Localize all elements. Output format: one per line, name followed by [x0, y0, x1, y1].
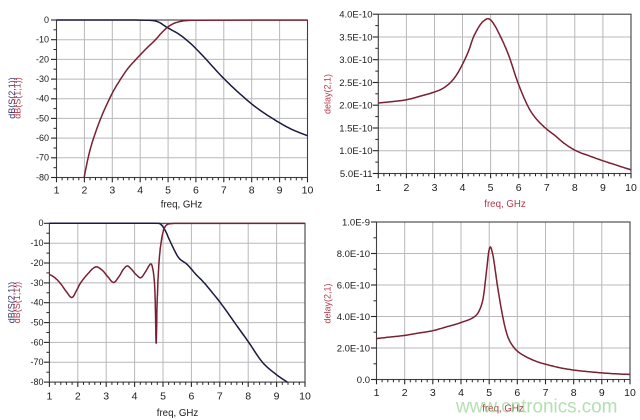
svg-text:-10: -10 — [36, 35, 49, 45]
svg-text:10: 10 — [299, 390, 311, 402]
svg-text:-40: -40 — [30, 298, 43, 308]
svg-text:-60: -60 — [30, 337, 43, 347]
svg-text:1: 1 — [46, 390, 52, 402]
svg-text:4: 4 — [458, 387, 464, 399]
svg-text:7: 7 — [543, 387, 549, 399]
svg-text:freq, GHz: freq, GHz — [484, 199, 526, 210]
svg-text:-20: -20 — [36, 54, 49, 64]
svg-text:2: 2 — [81, 185, 87, 197]
svg-text:3: 3 — [109, 185, 115, 197]
svg-text:10: 10 — [302, 185, 314, 197]
svg-text:6: 6 — [516, 182, 522, 194]
svg-text:dB(S(1,1)): dB(S(1,1)) — [12, 282, 22, 324]
svg-text:1.0E-9: 1.0E-9 — [342, 218, 370, 229]
svg-text:1.5E-10: 1.5E-10 — [339, 124, 372, 135]
svg-text:-30: -30 — [36, 74, 49, 84]
svg-text:8: 8 — [245, 390, 251, 402]
svg-text:2.0E-10: 2.0E-10 — [339, 101, 372, 112]
svg-text:2.0E-10: 2.0E-10 — [337, 344, 370, 355]
svg-text:5: 5 — [165, 185, 171, 197]
svg-text:-70: -70 — [36, 153, 49, 163]
svg-text:10: 10 — [624, 387, 636, 399]
svg-text:1: 1 — [374, 387, 380, 399]
svg-text:5: 5 — [160, 390, 166, 402]
svg-text:-30: -30 — [30, 278, 43, 288]
svg-text:2: 2 — [403, 182, 409, 194]
svg-text:dB(S(2,1)): dB(S(2,1)) — [7, 282, 17, 324]
svg-text:-50: -50 — [30, 317, 43, 327]
svg-text:freq, GHz: freq, GHz — [482, 403, 524, 414]
svg-text:8.0E-10: 8.0E-10 — [337, 249, 370, 260]
svg-text:freq, GHz: freq, GHz — [157, 408, 199, 419]
svg-text:1: 1 — [375, 182, 381, 194]
svg-text:4: 4 — [137, 185, 143, 197]
svg-text:9: 9 — [600, 182, 606, 194]
svg-text:2: 2 — [402, 387, 408, 399]
svg-text:www.cntronics.com: www.cntronics.com — [455, 397, 618, 418]
svg-text:dB(S(1,1)): dB(S(1,1)) — [12, 77, 22, 119]
svg-text:6: 6 — [514, 387, 520, 399]
svg-text:dB(S(2,1)): dB(S(2,1)) — [7, 77, 17, 119]
svg-text:-20: -20 — [30, 258, 43, 268]
svg-text:9: 9 — [277, 185, 283, 197]
svg-text:0.0: 0.0 — [357, 375, 370, 386]
svg-text:-40: -40 — [36, 94, 49, 104]
svg-text:-50: -50 — [36, 113, 49, 123]
svg-text:6: 6 — [188, 390, 194, 402]
svg-text:delay(2,1): delay(2,1) — [323, 74, 333, 114]
svg-text:-70: -70 — [30, 357, 43, 367]
svg-text:5: 5 — [488, 182, 494, 194]
svg-text:-80: -80 — [36, 172, 49, 182]
svg-text:0: 0 — [38, 218, 43, 228]
svg-text:3: 3 — [430, 387, 436, 399]
svg-text:1.0E-10: 1.0E-10 — [339, 146, 372, 157]
svg-text:7: 7 — [217, 390, 223, 402]
svg-text:8: 8 — [249, 185, 255, 197]
svg-text:3: 3 — [432, 182, 438, 194]
svg-text:5.0E-11: 5.0E-11 — [340, 169, 373, 180]
svg-text:6.0E-10: 6.0E-10 — [337, 281, 370, 292]
svg-text:3: 3 — [103, 390, 109, 402]
svg-text:9: 9 — [274, 390, 280, 402]
svg-text:9: 9 — [599, 387, 605, 399]
svg-text:1: 1 — [54, 185, 60, 197]
svg-text:-60: -60 — [36, 133, 49, 143]
svg-text:3.5E-10: 3.5E-10 — [339, 33, 372, 44]
svg-text:delay(2,1): delay(2,1) — [323, 283, 333, 323]
svg-text:10: 10 — [625, 182, 637, 194]
svg-text:4.0E-10: 4.0E-10 — [337, 312, 370, 323]
svg-text:2: 2 — [75, 390, 81, 402]
svg-text:0: 0 — [44, 15, 49, 25]
svg-text:2.5E-10: 2.5E-10 — [339, 78, 372, 89]
svg-text:freq, GHz: freq, GHz — [161, 199, 203, 210]
svg-text:-10: -10 — [30, 238, 43, 248]
svg-text:6: 6 — [193, 185, 199, 197]
svg-text:5: 5 — [486, 387, 492, 399]
svg-text:4.0E-10: 4.0E-10 — [339, 10, 372, 21]
svg-text:3.0E-10: 3.0E-10 — [339, 55, 372, 66]
svg-text:4: 4 — [132, 390, 138, 402]
svg-text:-80: -80 — [30, 377, 43, 387]
svg-text:8: 8 — [572, 182, 578, 194]
svg-text:7: 7 — [544, 182, 550, 194]
svg-text:8: 8 — [571, 387, 577, 399]
svg-text:4: 4 — [460, 182, 466, 194]
svg-text:7: 7 — [221, 185, 227, 197]
